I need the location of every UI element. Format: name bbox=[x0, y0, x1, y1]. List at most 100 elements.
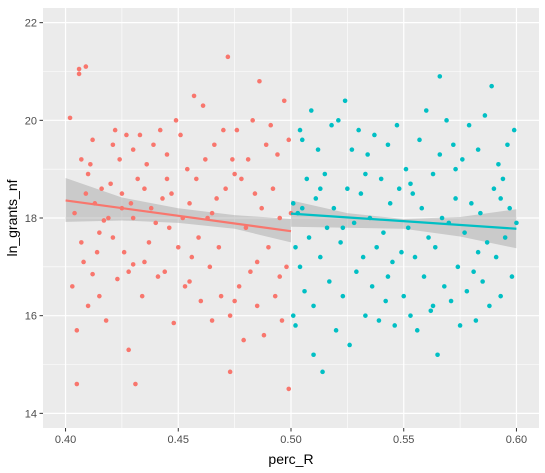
data-point bbox=[426, 235, 431, 240]
data-point bbox=[85, 171, 91, 177]
data-point bbox=[453, 166, 458, 172]
data-point bbox=[340, 293, 346, 299]
data-point bbox=[286, 137, 292, 143]
x-tick-label: 0.60 bbox=[506, 434, 527, 446]
data-point bbox=[349, 147, 355, 152]
data-point bbox=[410, 191, 416, 196]
data-point bbox=[227, 369, 233, 375]
data-point bbox=[299, 137, 305, 143]
data-point bbox=[169, 191, 174, 196]
data-point bbox=[76, 71, 82, 77]
data-point bbox=[236, 284, 242, 289]
data-point bbox=[324, 225, 330, 231]
data-point bbox=[175, 245, 181, 250]
data-point bbox=[245, 157, 251, 162]
data-point bbox=[182, 284, 188, 289]
data-point bbox=[302, 288, 307, 294]
x-axis: 0.40 0.45 0.50 0.55 0.60 bbox=[55, 428, 527, 446]
data-point bbox=[392, 323, 398, 328]
data-point bbox=[383, 298, 388, 304]
x-tick-label: 0.45 bbox=[168, 434, 189, 446]
x-tick-label: 0.55 bbox=[393, 434, 414, 446]
data-point bbox=[511, 127, 517, 133]
data-point bbox=[108, 181, 113, 187]
data-point bbox=[191, 93, 197, 99]
data-point bbox=[248, 269, 253, 275]
data-point bbox=[223, 186, 228, 191]
data-point bbox=[90, 137, 95, 143]
data-point bbox=[103, 318, 109, 323]
data-point bbox=[162, 269, 168, 275]
data-point bbox=[153, 220, 159, 226]
data-point bbox=[164, 152, 170, 157]
data-point bbox=[304, 176, 310, 182]
y-tick-label: 20 bbox=[25, 115, 37, 127]
data-point bbox=[79, 157, 84, 162]
y-tick-label: 16 bbox=[25, 311, 37, 323]
data-point bbox=[491, 186, 497, 191]
data-point bbox=[85, 303, 91, 309]
data-point bbox=[194, 176, 199, 182]
data-point bbox=[148, 205, 154, 211]
data-point bbox=[500, 176, 506, 182]
data-point bbox=[318, 254, 323, 260]
data-point bbox=[187, 201, 192, 206]
data-point bbox=[160, 196, 165, 201]
data-point bbox=[155, 274, 161, 279]
data-point bbox=[99, 186, 104, 191]
data-point bbox=[498, 196, 503, 201]
data-point bbox=[417, 137, 422, 143]
data-point bbox=[281, 98, 287, 104]
data-point bbox=[110, 235, 116, 240]
data-point bbox=[493, 254, 499, 260]
data-point bbox=[250, 118, 255, 123]
data-point bbox=[133, 381, 138, 387]
data-point bbox=[72, 210, 77, 216]
data-point bbox=[90, 271, 95, 277]
data-point bbox=[336, 118, 341, 123]
data-points bbox=[67, 54, 519, 392]
data-point bbox=[444, 118, 449, 123]
data-point bbox=[455, 264, 461, 270]
data-point bbox=[263, 142, 269, 148]
data-point bbox=[403, 166, 409, 172]
data-point bbox=[88, 161, 93, 167]
fit-lines bbox=[65, 199, 517, 233]
x-tick-label: 0.50 bbox=[280, 434, 301, 446]
data-point bbox=[405, 225, 411, 231]
data-point bbox=[509, 274, 515, 279]
data-point bbox=[475, 147, 481, 152]
data-point bbox=[79, 240, 84, 245]
x-tick-label: 0.40 bbox=[55, 434, 76, 446]
y-tick-label: 22 bbox=[25, 18, 37, 30]
data-point bbox=[117, 157, 122, 162]
data-point bbox=[437, 152, 443, 157]
data-point bbox=[372, 132, 377, 138]
data-point bbox=[128, 201, 134, 206]
data-point bbox=[67, 115, 73, 121]
data-point bbox=[151, 142, 156, 148]
data-point bbox=[469, 201, 474, 206]
data-point bbox=[239, 176, 244, 182]
data-point bbox=[466, 122, 472, 128]
data-point bbox=[126, 269, 131, 275]
data-point bbox=[502, 235, 508, 240]
y-axis: 14 16 18 20 22 bbox=[25, 18, 43, 420]
data-point bbox=[184, 166, 190, 172]
data-point bbox=[345, 186, 350, 191]
data-point bbox=[110, 142, 116, 148]
data-point bbox=[419, 205, 425, 211]
data-point bbox=[232, 171, 237, 177]
data-point bbox=[164, 176, 170, 182]
data-point bbox=[173, 118, 179, 123]
data-point bbox=[347, 342, 352, 348]
data-point bbox=[338, 240, 343, 245]
data-point bbox=[293, 323, 298, 328]
data-point bbox=[484, 240, 490, 245]
y-tick-label: 18 bbox=[25, 213, 37, 225]
data-point bbox=[254, 259, 260, 265]
data-point bbox=[297, 264, 303, 270]
data-point bbox=[432, 245, 438, 250]
data-point bbox=[293, 245, 298, 250]
